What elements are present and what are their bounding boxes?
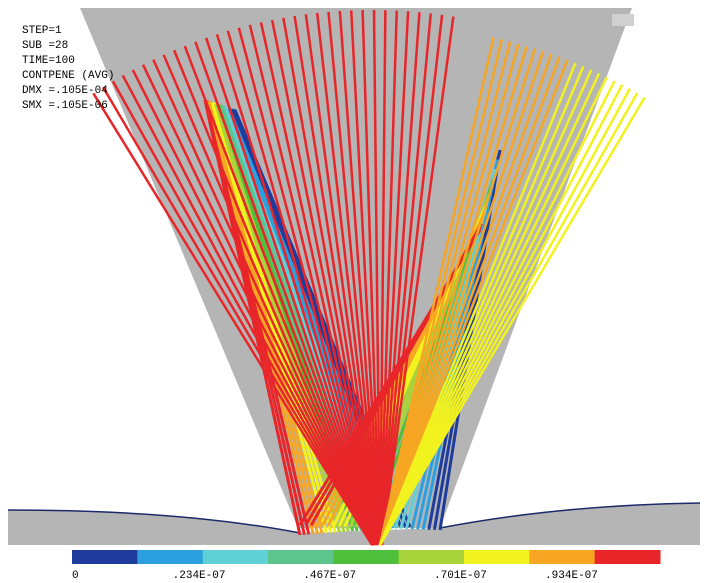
legend-swatch [595,550,661,564]
icon [612,14,634,26]
info-line: SMX =.105E-06 [22,100,108,112]
legend-swatch [529,550,595,564]
info-line: DMX =.105E-04 [22,85,108,97]
info-line: TIME=100 [22,55,75,67]
legend-swatch [399,550,465,564]
legend-swatch [268,550,334,564]
screen: STEP=1 SUB =28 TIME=100 CONTPENE (AVG) DMX =… [0,0,705,583]
legend-swatch [464,550,530,564]
legend-swatch [137,550,203,564]
info-line: SUB =28 [22,40,68,52]
info-line: STEP=1 [22,25,62,37]
info-line: CONTPENE (AVG) [22,70,114,82]
legend-swatch [203,550,269,564]
legend-swatch [333,550,399,564]
legend-label: .934E-07 [545,570,598,582]
legend-label: .467E-07 [303,570,356,582]
legend-label: 0 [72,570,79,582]
legend-swatch [72,550,138,564]
legend-label: .701E-07 [434,570,487,582]
legend-label: .234E-07 [173,570,226,582]
